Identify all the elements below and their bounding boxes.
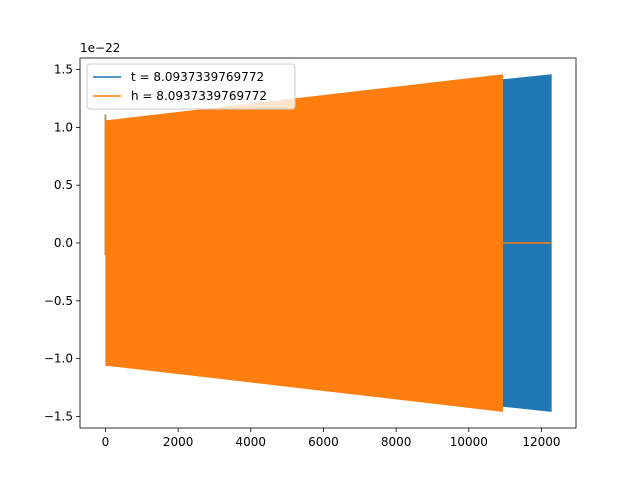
y-tick-label: −1.5: [44, 409, 73, 423]
x-tick-label: 12000: [522, 435, 560, 449]
x-axis: 0 2000 4000 6000 8000 10000 12000: [102, 428, 561, 449]
y-tick-label: 0.0: [54, 236, 73, 250]
legend-item: t = 8.0937339769772: [93, 70, 264, 84]
series-layer: [104, 74, 552, 412]
legend-label: t = 8.0937339769772: [131, 70, 264, 84]
x-tick-label: 10000: [450, 435, 488, 449]
x-tick-label: 4000: [236, 435, 267, 449]
legend: t = 8.0937339769772 h = 8.0937339769772: [86, 63, 296, 110]
legend-label: h = 8.0937339769772: [131, 89, 267, 103]
x-tick-label: 8000: [381, 435, 412, 449]
y-tick-label: 1.5: [54, 63, 73, 77]
y-tick-label: 0.5: [54, 178, 73, 192]
x-tick-label: 2000: [163, 435, 194, 449]
series-envelope: [105, 74, 503, 412]
y-offset-label: 1e−22: [80, 41, 120, 55]
y-axis: −1.5 −1.0 −0.5 0.0 0.5 1.0 1.5: [44, 63, 80, 423]
x-tick-label: 0: [102, 435, 110, 449]
series-h: [104, 74, 552, 412]
legend-box: [86, 63, 296, 110]
y-tick-label: −0.5: [44, 294, 73, 308]
x-tick-label: 6000: [308, 435, 339, 449]
legend-item: h = 8.0937339769772: [93, 89, 267, 103]
y-tick-label: 1.0: [54, 120, 73, 134]
y-tick-label: −1.0: [44, 352, 73, 366]
